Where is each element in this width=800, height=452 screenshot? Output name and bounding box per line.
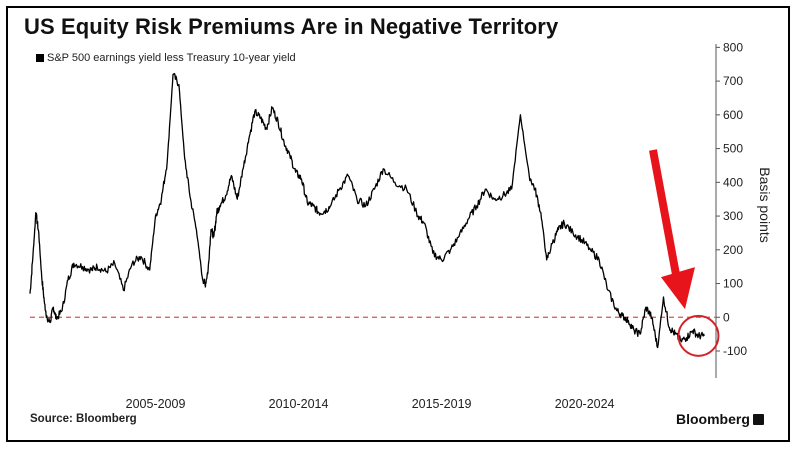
y-tick-label: 200 [723,243,743,257]
red-arrow-icon [649,149,682,286]
y-tick-label: 100 [723,277,743,291]
x-tick-label: 2015-2019 [412,397,472,411]
chart-frame [6,6,790,442]
chart-title: US Equity Risk Premiums Are in Negative … [24,14,559,39]
y-tick-label: 400 [723,175,743,189]
legend-label: S&P 500 earnings yield less Treasury 10-… [47,52,296,64]
y-tick-label: 500 [723,142,743,156]
chart-legend: S&P 500 earnings yield less Treasury 10-… [36,52,296,64]
y-tick-label: 300 [723,209,743,223]
red-arrowhead-icon [660,267,695,310]
brand-text: Bloomberg [676,411,750,427]
y-tick-label: -100 [723,344,747,358]
y-axis-title: Basis points [757,167,773,242]
legend-swatch [36,54,44,62]
x-tick-label: 2010-2014 [269,397,329,411]
series-line [29,72,705,349]
y-tick-label: 600 [723,108,743,122]
highlight-circle [677,314,720,357]
bloomberg-logo: Bloomberg [676,411,764,427]
y-tick-label: 700 [723,74,743,88]
bloomberg-logo-icon [752,413,764,425]
y-tick-label: 0 [723,310,730,324]
y-tick-label: 800 [723,40,743,54]
x-tick-label: 2005-2009 [126,397,186,411]
source-note: Source: Bloomberg [30,413,137,425]
x-tick-label: 2020-2024 [555,397,615,411]
